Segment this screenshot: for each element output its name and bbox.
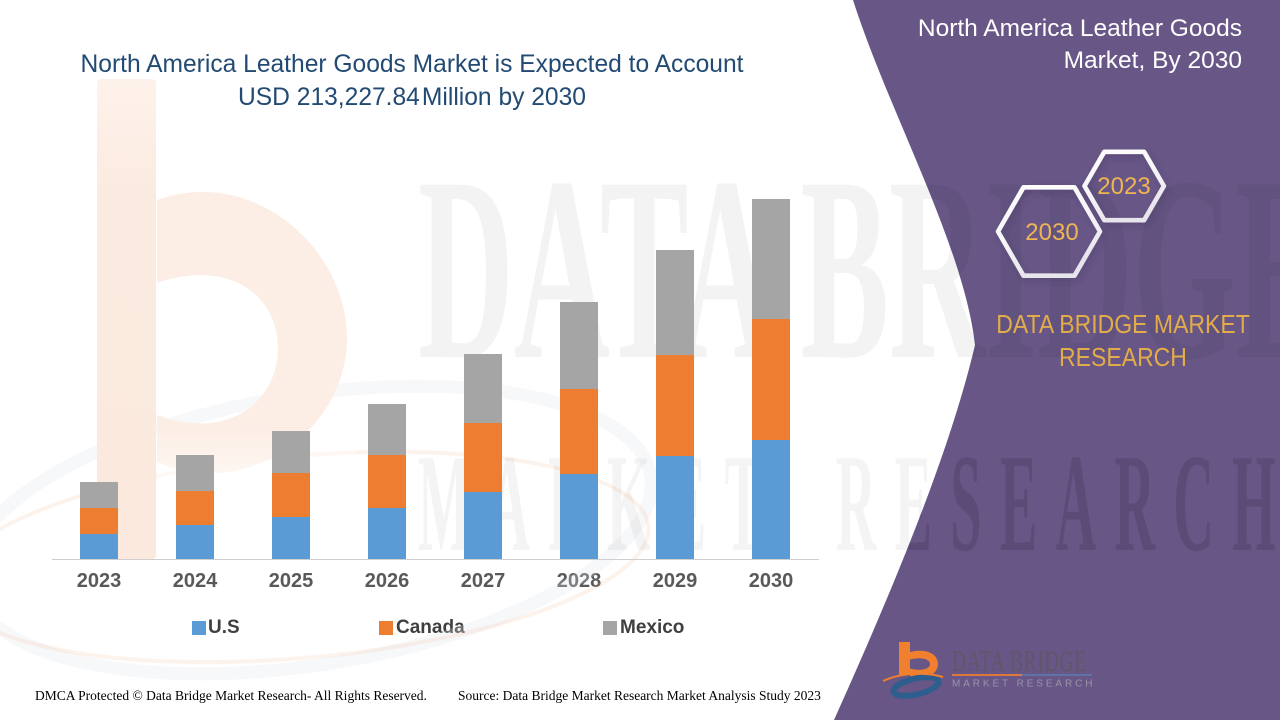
svg-text:2023: 2023 bbox=[1097, 173, 1150, 200]
svg-text:MARKET RESEARCH: MARKET RESEARCH bbox=[952, 679, 1095, 690]
svg-text:2030: 2030 bbox=[1025, 219, 1078, 246]
svg-text:DATA BRIDGE: DATA BRIDGE bbox=[952, 645, 1087, 678]
